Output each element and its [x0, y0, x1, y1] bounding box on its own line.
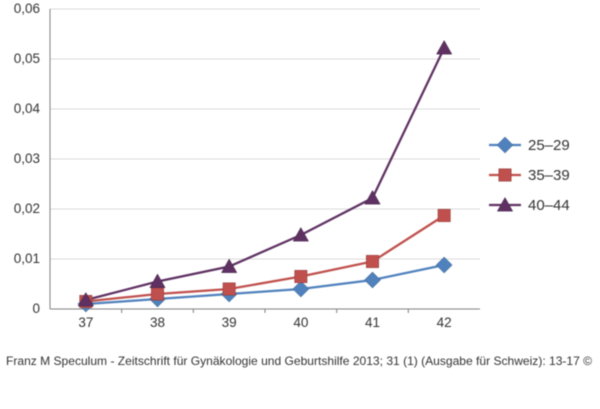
svg-text:0,02: 0,02	[14, 201, 40, 216]
svg-text:42: 42	[437, 315, 452, 330]
svg-text:40–44: 40–44	[528, 197, 570, 214]
svg-text:0: 0	[32, 301, 40, 316]
svg-text:38: 38	[150, 315, 165, 330]
svg-text:0,01: 0,01	[14, 251, 40, 266]
svg-text:39: 39	[222, 315, 237, 330]
svg-text:0,06: 0,06	[14, 1, 40, 16]
svg-text:40: 40	[293, 315, 308, 330]
svg-text:0,03: 0,03	[14, 151, 40, 166]
svg-text:35–39: 35–39	[528, 167, 570, 184]
svg-text:41: 41	[365, 315, 380, 330]
svg-text:0,05: 0,05	[14, 51, 40, 66]
svg-text:37: 37	[78, 315, 93, 330]
svg-text:25–29: 25–29	[528, 137, 570, 154]
svg-text:0,04: 0,04	[14, 101, 41, 116]
